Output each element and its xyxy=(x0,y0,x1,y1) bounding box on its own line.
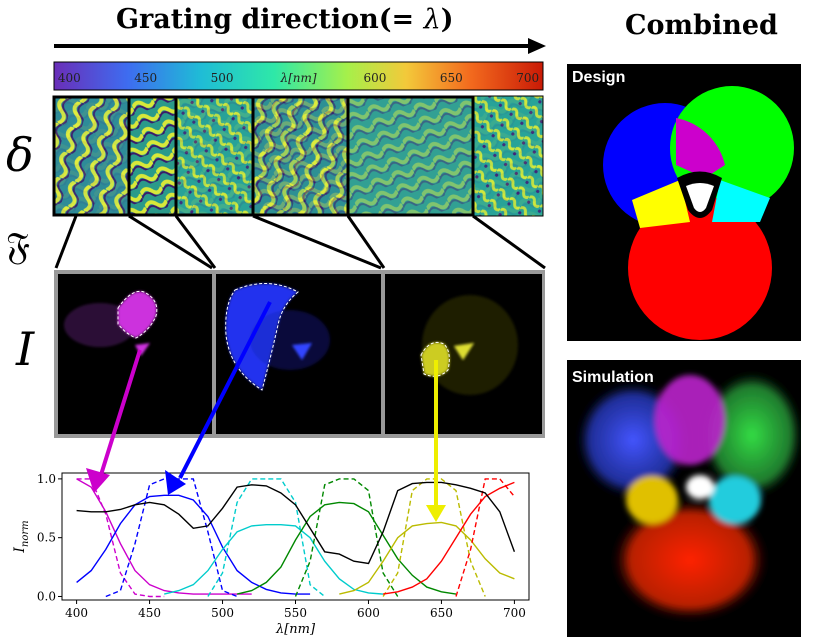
grating-direction-text: Grating direction xyxy=(116,4,379,35)
pointer-arrows xyxy=(86,301,446,522)
series-line-7 xyxy=(294,478,399,597)
design-label: Design xyxy=(572,69,625,86)
simulation-panel: Simulation xyxy=(567,360,801,637)
colorbar-label-lambda: λ xyxy=(279,71,288,85)
colorbar-tick-700: 700 xyxy=(516,71,539,85)
grating-direction-title: Grating direction(= λ) xyxy=(116,4,453,35)
x-tick-label-450: 450 xyxy=(138,606,161,620)
phase-delta-strip xyxy=(52,95,544,217)
y-tick-label-0: 0.0 xyxy=(37,589,56,603)
colorbar-tick-400: 400 xyxy=(58,71,81,85)
colorbar-axis-label: λ[nm] xyxy=(279,71,316,85)
plot-frame xyxy=(61,472,530,601)
colorbar-tick-650: 650 xyxy=(440,71,463,85)
intensity-label: I xyxy=(16,322,35,376)
x-tick-label-400: 400 xyxy=(65,606,88,620)
spectrum-chart: 400 450 500 550 600 650 700 0.0 0.5 1.0 λ[nm] Inorm xyxy=(12,472,530,637)
x-tick-label-650: 650 xyxy=(430,606,453,620)
colorbar-tick-600: 600 xyxy=(363,71,386,85)
segment-box-5 xyxy=(346,95,475,217)
wavelength-colorbar: 400 450 500 λ[nm] 600 650 700 xyxy=(53,61,544,91)
series-line-1 xyxy=(76,478,165,598)
series-line-8 xyxy=(339,521,515,595)
intensity-panels xyxy=(54,270,545,438)
series-line-10 xyxy=(382,481,515,595)
colorbar-tick-450: 450 xyxy=(134,71,157,85)
x-tick-label-700: 700 xyxy=(503,606,526,620)
design-panel: Design xyxy=(567,64,801,341)
y-axis-label-main: I xyxy=(12,547,28,554)
combined-title: Combined xyxy=(625,10,778,41)
series-line-2 xyxy=(76,494,311,595)
title-close: ) xyxy=(440,4,454,35)
colorbar-label-unit: [nm] xyxy=(288,71,317,85)
simulation-label: Simulation xyxy=(572,369,654,386)
grating-direction-arrow xyxy=(54,38,546,54)
y-tick-label-2: 1.0 xyxy=(37,472,56,486)
colorbar-tick-500: 500 xyxy=(211,71,234,85)
arrow-blue xyxy=(178,301,272,479)
x-tick-label-550: 550 xyxy=(284,606,307,620)
series-line-11 xyxy=(455,478,515,597)
x-axis-label: λ[nm] xyxy=(275,622,316,637)
fourier-connectors xyxy=(54,214,546,270)
y-axis-label: Inorm xyxy=(12,520,31,553)
x-tick-label-600: 600 xyxy=(357,606,380,620)
fourier-label: 𝔉 xyxy=(6,224,31,268)
series-line-5 xyxy=(207,478,326,598)
series-line-4 xyxy=(164,524,384,595)
title-equals: (= xyxy=(378,4,424,35)
title-lambda: λ xyxy=(423,4,441,35)
delta-label: δ xyxy=(6,128,34,182)
x-tick-label-500: 500 xyxy=(211,606,234,620)
y-axis-label-sub: norm xyxy=(20,520,31,547)
series-line-12 xyxy=(76,481,516,565)
y-tick-label-1: 0.5 xyxy=(37,531,56,545)
arrow-violet xyxy=(98,349,142,479)
series-line-6 xyxy=(236,501,457,595)
